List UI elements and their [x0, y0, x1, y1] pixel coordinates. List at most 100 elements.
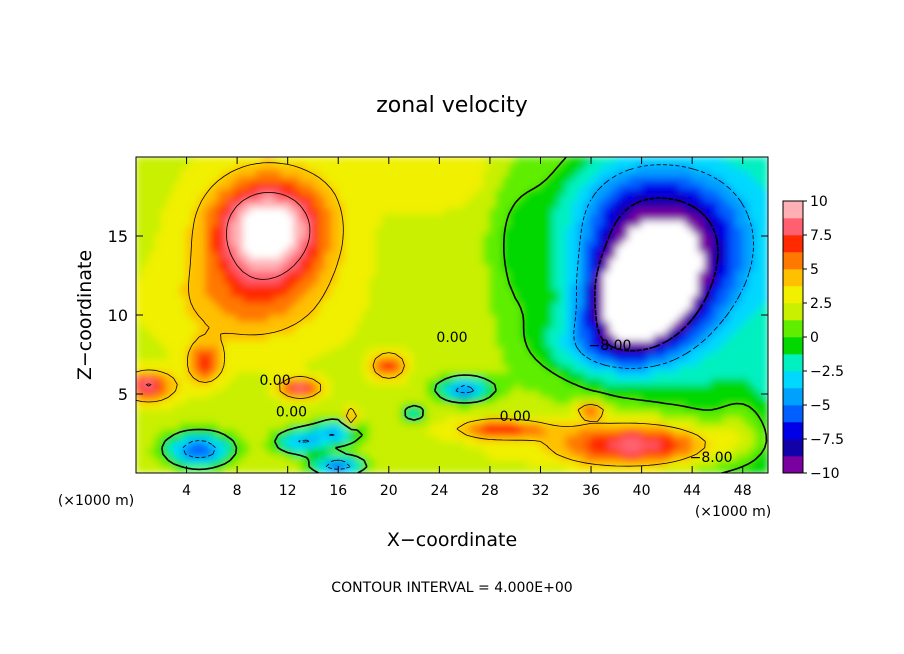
field-cell [451, 377, 459, 386]
field-cell [394, 301, 403, 310]
field-cell [533, 428, 542, 436]
field-cell [369, 346, 377, 354]
field-cell [268, 358, 276, 367]
field-cell [407, 320, 415, 329]
field-cell [539, 257, 548, 266]
field-cell [723, 466, 731, 473]
field-cell [192, 352, 200, 360]
field-cell [426, 428, 434, 436]
field-cell [299, 434, 308, 442]
field-cell [647, 276, 655, 284]
field-cell [419, 371, 428, 379]
field-cell [136, 200, 143, 209]
field-cell [426, 162, 434, 171]
field-cell [666, 383, 674, 392]
field-cell [685, 295, 693, 303]
field-cell [204, 200, 213, 209]
field-cell [729, 453, 737, 461]
field-cell [337, 396, 346, 405]
field-cell [413, 188, 421, 196]
field-cell [280, 225, 289, 234]
field-cell [735, 181, 744, 190]
field-cell [659, 219, 668, 228]
field-cell [299, 415, 308, 424]
field-cell [742, 295, 750, 303]
field-cell [331, 257, 339, 266]
field-cell [362, 206, 371, 215]
field-cell [647, 232, 655, 240]
field-cell [571, 225, 579, 234]
field-cell [419, 415, 428, 424]
field-cell [704, 188, 712, 196]
field-cell [590, 352, 598, 360]
field-cell [590, 396, 598, 405]
field-cell [514, 421, 523, 430]
field-cell [211, 421, 219, 430]
field-cell [407, 270, 415, 278]
field-cell [160, 453, 169, 461]
field-cell [571, 327, 579, 335]
field-cell [268, 320, 276, 329]
field-cell [672, 244, 681, 253]
field-cell [470, 282, 478, 291]
field-cell [242, 181, 251, 190]
field-cell [400, 428, 409, 436]
field-cell [236, 232, 245, 240]
field-cell [325, 409, 333, 417]
field-cell [141, 371, 150, 379]
field-cell [198, 169, 207, 177]
field-cell [312, 206, 320, 215]
field-cell [678, 415, 687, 424]
velocity-field [136, 157, 768, 473]
field-cell [457, 276, 466, 284]
field-cell [735, 314, 744, 322]
field-cell [685, 194, 693, 202]
field-cell [483, 352, 491, 360]
field-cell [659, 358, 668, 367]
field-cell [495, 364, 504, 373]
field-cell [596, 251, 605, 259]
field-cell [173, 447, 181, 455]
field-cell [274, 333, 282, 341]
field-cell [438, 238, 447, 247]
field-cell [255, 276, 263, 284]
field-cell [653, 200, 662, 209]
field-cell [179, 415, 188, 424]
field-cell [306, 206, 314, 215]
field-cell [141, 459, 150, 468]
field-cell [653, 308, 662, 316]
field-cell [230, 415, 238, 424]
field-cell [470, 459, 478, 468]
field-cell [754, 428, 763, 436]
field-cell [666, 181, 674, 190]
field-cell [230, 371, 238, 379]
field-cell [268, 333, 276, 341]
field-cell [716, 213, 725, 221]
field-cell [483, 346, 491, 354]
field-cell [350, 466, 358, 473]
field-cell [438, 390, 447, 398]
field-cell [761, 333, 768, 341]
field-cell [577, 169, 586, 177]
field-cell [697, 364, 706, 373]
field-cell [306, 320, 314, 329]
field-cell [729, 270, 737, 278]
field-cell [388, 276, 396, 284]
field-cell [615, 244, 624, 253]
field-cell [609, 270, 617, 278]
field-cell [539, 295, 548, 303]
field-cell [268, 200, 276, 209]
field-cell [261, 415, 270, 424]
field-cell [438, 447, 447, 455]
field-cell [299, 396, 308, 405]
field-cell [167, 396, 175, 405]
field-cell [514, 200, 523, 209]
field-cell [539, 434, 548, 442]
field-cell [710, 327, 719, 335]
field-cell [185, 314, 194, 322]
field-cell [501, 175, 510, 183]
field-cell [729, 364, 737, 373]
field-cell [350, 169, 358, 177]
field-cell [198, 276, 207, 284]
field-cell [230, 251, 238, 259]
